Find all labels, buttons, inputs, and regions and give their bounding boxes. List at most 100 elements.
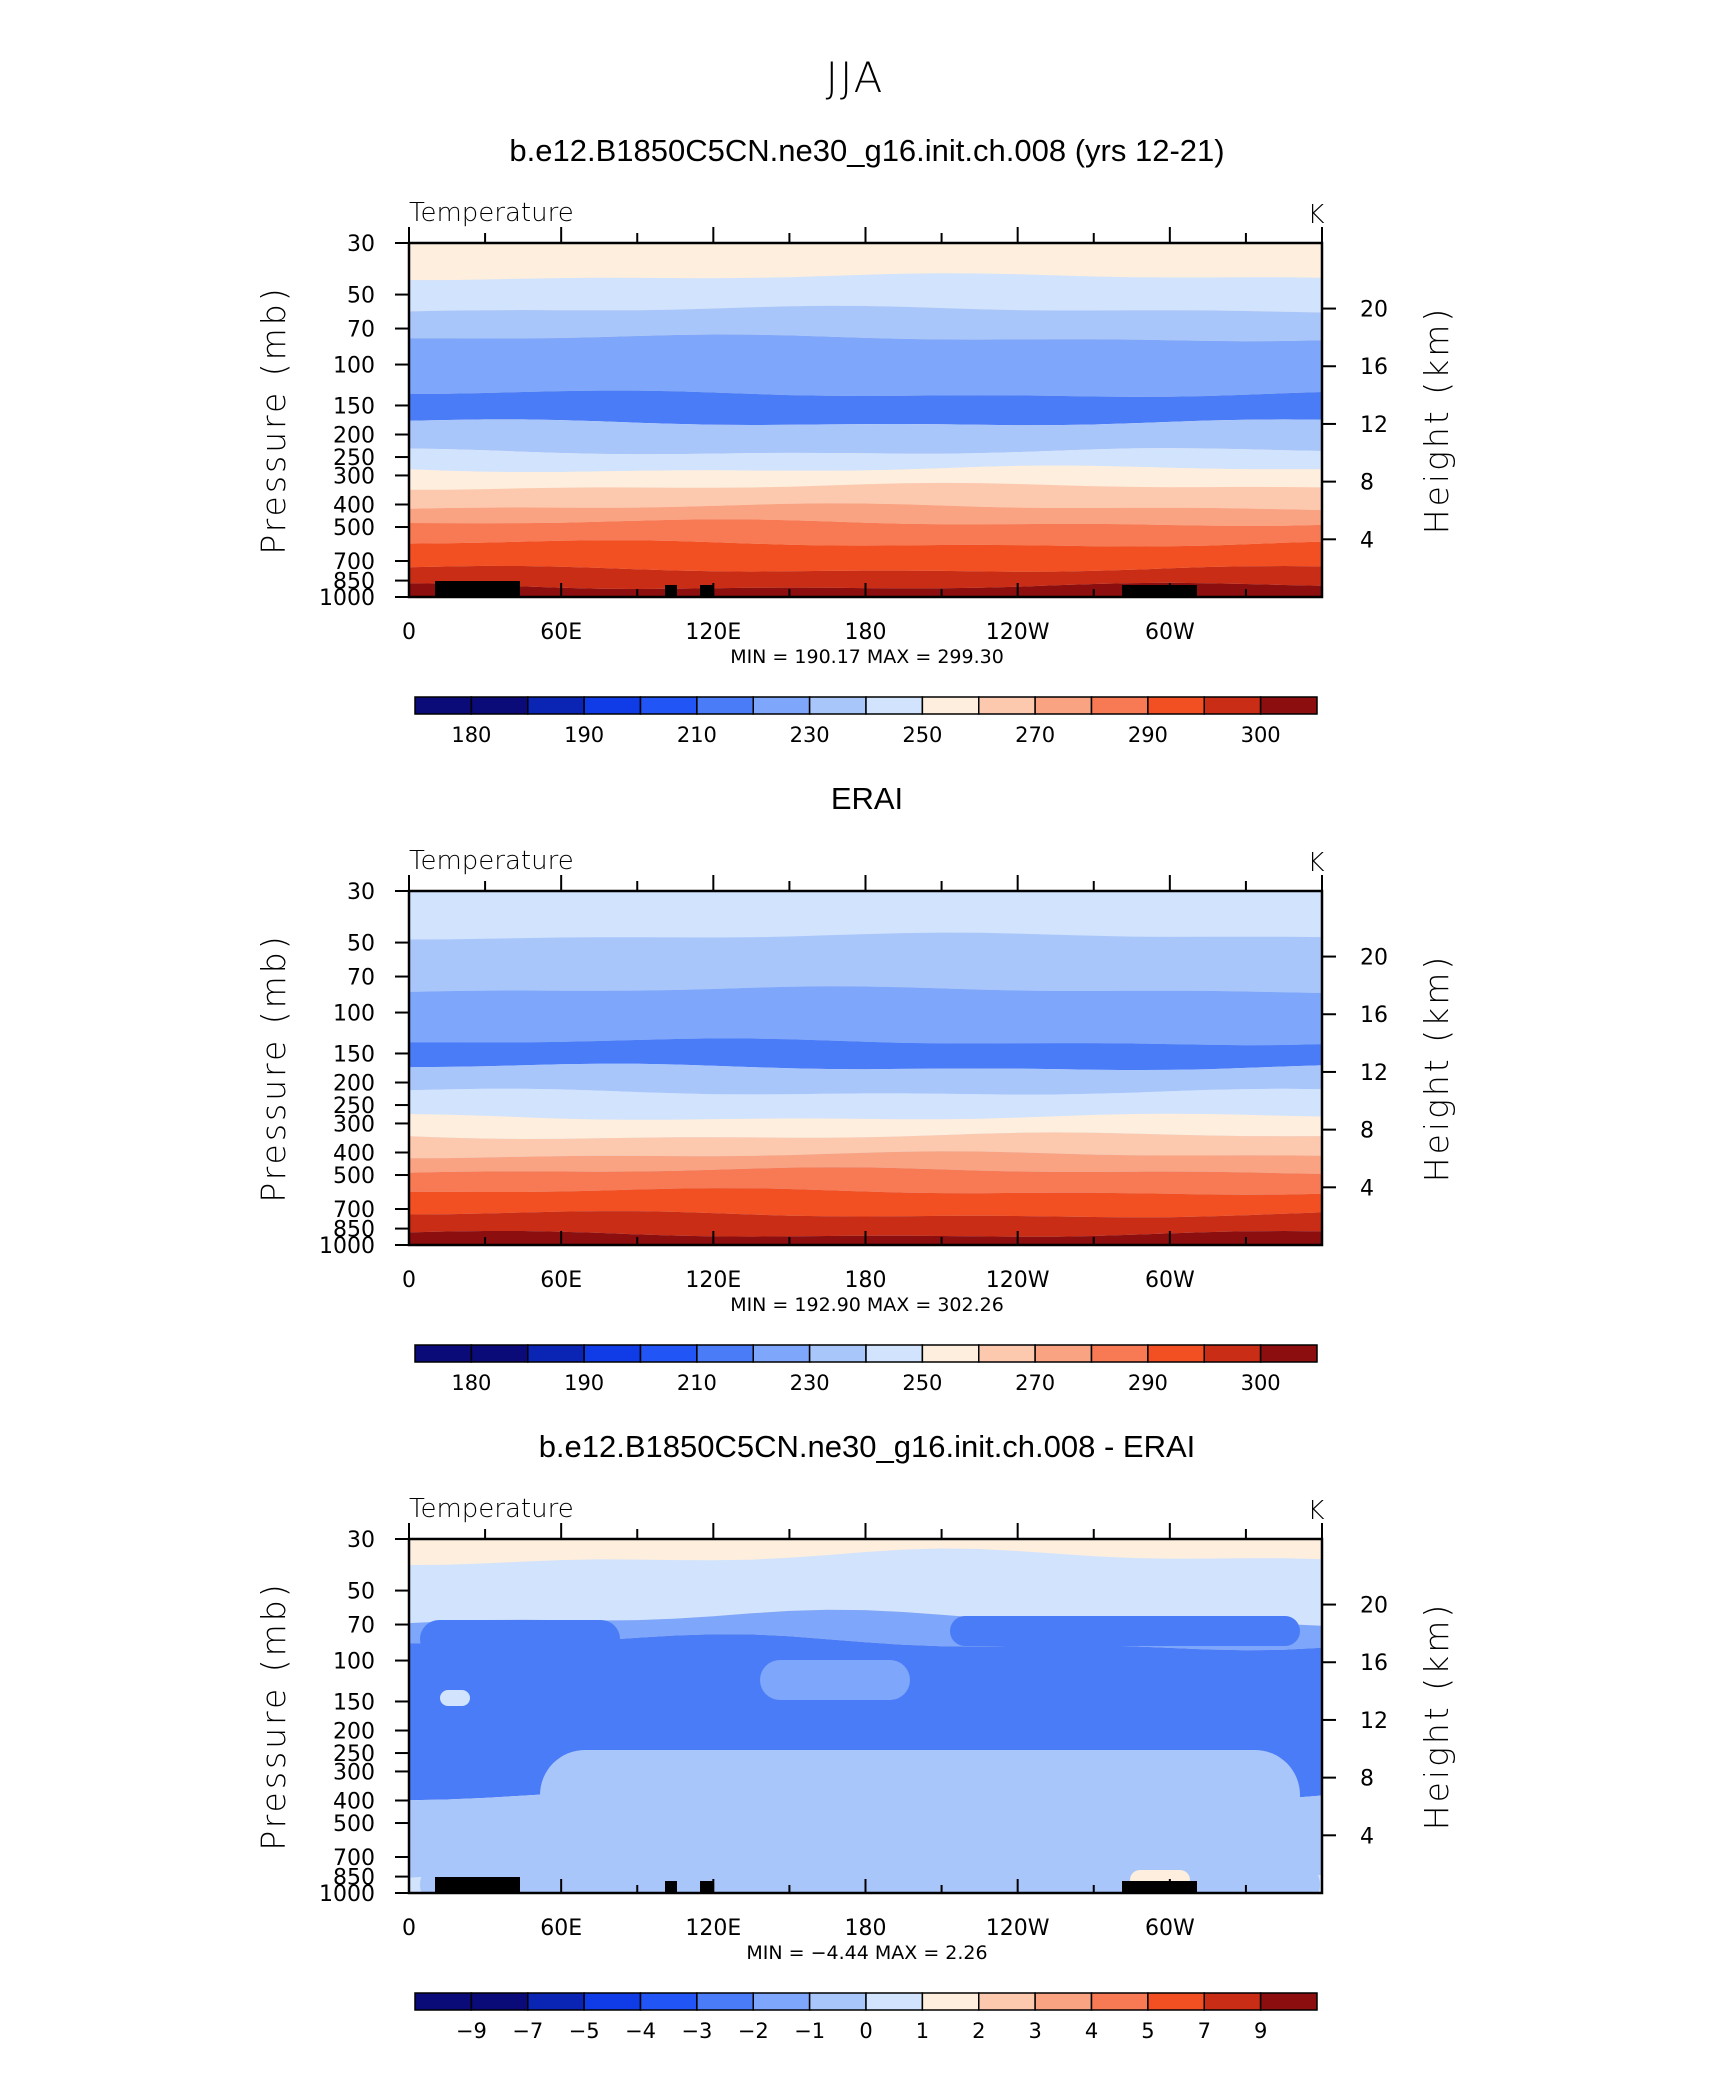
colorbar-box <box>808 1344 867 1363</box>
contour-band <box>409 1113 1322 1139</box>
colorbar-box <box>1203 696 1262 715</box>
y-axis-label: Pressure (mb) <box>254 933 293 1202</box>
y-tick-label: 150 <box>333 394 375 419</box>
colorbar-box <box>414 1992 473 2011</box>
colorbar-box <box>639 1992 698 2011</box>
colorbar-box <box>696 1344 754 1363</box>
colorbar-box <box>696 696 754 715</box>
x-tick-label: 180 <box>845 1268 887 1293</box>
contour-band <box>409 1167 1322 1195</box>
x-tick-label: 120W <box>986 620 1050 645</box>
y-right-tick-label: 12 <box>1360 1709 1388 1734</box>
colorbar-box <box>1147 696 1205 715</box>
contour-band <box>409 503 1322 526</box>
y-tick-label: 1000 <box>319 1234 375 1259</box>
y-right-tick-label: 4 <box>1360 1824 1374 1849</box>
variable-label: Temperature <box>409 198 574 228</box>
y-right-tick-label: 16 <box>1360 1651 1388 1676</box>
y-tick-label: 400 <box>333 1141 375 1166</box>
min-max-stats: MIN = 192.90 MAX = 302.26 <box>730 1294 1004 1316</box>
colorbar-box <box>1090 1992 1149 2011</box>
colorbar-box <box>865 696 924 715</box>
colorbar-box <box>639 696 698 715</box>
y-right-axis-label: Height (km) <box>1417 306 1456 534</box>
colorbar-box <box>978 1344 1036 1363</box>
x-tick-label: 0 <box>402 620 416 645</box>
panel-1: b.e12.B1850C5CN.ne30_g16.init.ch.008 (yr… <box>254 133 1456 747</box>
colorbar: 180 190 210 230 250 270 290 300 <box>414 696 1318 747</box>
contour-band <box>409 390 1322 426</box>
colorbar-box <box>752 696 811 715</box>
colorbar-label: −4 <box>625 2019 656 2043</box>
colorbar-label: −5 <box>569 2019 600 2043</box>
colorbar-label: 0 <box>859 2019 872 2043</box>
colorbar-label: 180 <box>451 1371 491 1395</box>
colorbar-label: 7 <box>1198 2019 1211 2043</box>
units-label: K <box>1307 200 1324 230</box>
colorbar-box <box>583 1344 642 1363</box>
colorbar-box <box>1034 1992 1093 2011</box>
variable-label: Temperature <box>409 846 574 876</box>
variable-label: Temperature <box>409 1494 574 1524</box>
colorbar-box <box>1034 1344 1093 1363</box>
colorbar-box <box>921 1992 980 2011</box>
contour-band <box>409 891 1322 940</box>
contour-patch <box>760 1660 910 1700</box>
topography-mask <box>665 1881 677 1893</box>
colorbar-box <box>414 696 473 715</box>
colorbar-box <box>1147 1992 1205 2011</box>
x-tick-label: 120E <box>685 620 741 645</box>
x-tick-label: 60W <box>1145 620 1195 645</box>
y-tick-label: 70 <box>347 966 375 991</box>
contour-patch <box>420 1860 1320 1893</box>
colorbar-box <box>639 1344 698 1363</box>
colorbar-label: 300 <box>1241 723 1281 747</box>
contour-patch <box>440 1690 470 1706</box>
topography-mask <box>1122 1881 1197 1893</box>
colorbar-box <box>470 1344 529 1363</box>
y-tick-label: 70 <box>347 1614 375 1639</box>
colorbar-label: −3 <box>681 2019 712 2043</box>
colorbar: 180 190 210 230 250 270 290 300 <box>414 1344 1318 1395</box>
colorbar-box <box>470 1992 529 2011</box>
colorbar-box <box>752 1344 811 1363</box>
x-tick-label: 180 <box>845 620 887 645</box>
colorbar-box <box>808 1992 867 2011</box>
x-tick-label: 120E <box>685 1268 741 1293</box>
contour-band <box>409 305 1322 342</box>
colorbar-box <box>1090 696 1149 715</box>
colorbar-label: 290 <box>1128 723 1168 747</box>
colorbar-label: 210 <box>677 1371 717 1395</box>
contour-band <box>409 1088 1322 1120</box>
y-tick-label: 850 <box>333 1218 375 1243</box>
x-tick-label: 120W <box>986 1916 1050 1941</box>
x-tick-label: 120W <box>986 1268 1050 1293</box>
contour-band <box>409 540 1322 572</box>
y-right-tick-label: 12 <box>1360 1061 1388 1086</box>
units-label: K <box>1307 1496 1324 1526</box>
colorbar-box <box>921 1344 980 1363</box>
y-axis-label: Pressure (mb) <box>254 1581 293 1850</box>
colorbar-label: 290 <box>1128 1371 1168 1395</box>
panel-title: b.e12.B1850C5CN.ne30_g16.init.ch.008 (yr… <box>509 133 1224 168</box>
y-right-tick-label: 4 <box>1360 528 1374 553</box>
y-tick-label: 700 <box>333 1846 375 1871</box>
colorbar-label: 210 <box>677 723 717 747</box>
contour-field <box>409 891 1322 1245</box>
min-max-stats: MIN = 190.17 MAX = 299.30 <box>730 646 1004 668</box>
y-tick-label: 200 <box>333 1720 375 1745</box>
y-tick-label: 50 <box>347 284 375 309</box>
colorbar-box <box>865 1344 924 1363</box>
colorbar-label: 1 <box>916 2019 929 2043</box>
y-tick-label: 850 <box>333 1866 375 1891</box>
colorbar-label: 3 <box>1028 2019 1041 2043</box>
y-tick-label: 250 <box>333 1742 375 1767</box>
colorbar-box <box>583 1992 642 2011</box>
colorbar-box <box>527 1992 585 2011</box>
contour-band <box>409 1188 1322 1218</box>
colorbar-box <box>808 696 867 715</box>
x-tick-label: 60W <box>1145 1268 1195 1293</box>
y-right-tick-label: 20 <box>1360 298 1388 323</box>
colorbar: −9 −7 −5 −4 −3 −2 −1 0 1 2 3 4 5 7 9 <box>414 1992 1318 2043</box>
y-tick-label: 300 <box>333 1760 375 1785</box>
